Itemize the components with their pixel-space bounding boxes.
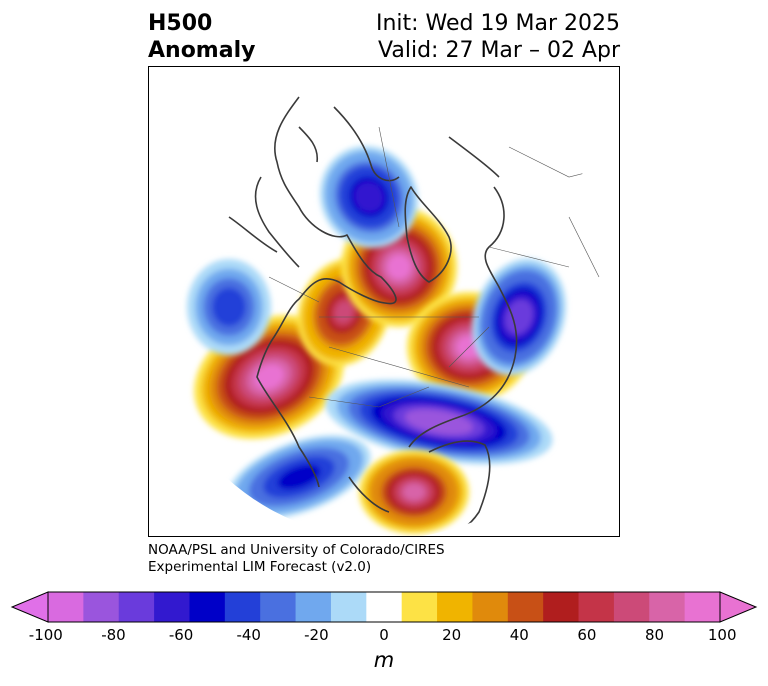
colorbar-segment xyxy=(366,592,403,622)
colorbar-segment xyxy=(154,592,190,622)
colorbar-segment xyxy=(684,592,721,622)
colorbar-segment xyxy=(260,592,297,622)
colorbar-tick-label: -60 xyxy=(168,626,194,644)
colorbar-segment xyxy=(224,592,261,622)
credit-line-1: NOAA/PSL and University of Colorado/CIRE… xyxy=(148,542,445,558)
colorbar-segment xyxy=(472,592,509,622)
title-right: Init: Wed 19 Mar 2025 Valid: 27 Mar – 02… xyxy=(376,10,620,64)
colorbar-segment xyxy=(507,592,544,622)
colorbar-tick-label: 100 xyxy=(707,626,737,644)
colorbar-segment xyxy=(83,592,120,622)
title-variable: H500 xyxy=(148,11,213,36)
credit-line-2: Experimental LIM Forecast (v2.0) xyxy=(148,559,372,575)
colorbar-tick-label: 0 xyxy=(379,626,389,644)
title-field: Anomaly xyxy=(148,38,256,63)
colorbar-segment xyxy=(613,592,650,622)
anomaly-center xyxy=(325,379,553,465)
anomaly-field xyxy=(187,86,619,536)
credit-text: NOAA/PSL and University of Colorado/CIRE… xyxy=(148,542,445,576)
colorbar-tick-label: 80 xyxy=(644,626,665,644)
map-canvas xyxy=(187,86,619,536)
colorbar-unit: m xyxy=(373,648,395,672)
anomaly-center xyxy=(359,450,469,534)
title-init-date: Init: Wed 19 Mar 2025 xyxy=(375,11,620,36)
colorbar-segment xyxy=(330,592,367,622)
anomaly-center xyxy=(187,259,271,355)
colorbar-tick-label: 60 xyxy=(577,626,597,644)
colorbar-over-arrow xyxy=(719,591,758,623)
colorbar-tick-label: -20 xyxy=(304,626,329,644)
colorbar-segment xyxy=(437,592,473,622)
colorbar-segment xyxy=(118,592,155,622)
colorbar-segment xyxy=(543,592,580,622)
colorbar-segment xyxy=(295,592,332,622)
anomaly-map xyxy=(148,66,620,537)
colorbar xyxy=(10,591,758,623)
coastline-greenland xyxy=(404,186,452,283)
title-valid-range: Valid: 27 Mar – 02 Apr xyxy=(378,38,620,63)
anomaly-center xyxy=(471,258,567,376)
colorbar-under-arrow xyxy=(10,591,49,623)
colorbar-tick-label: -80 xyxy=(101,626,126,644)
coastline-eurasia xyxy=(408,186,518,448)
colorbar-segment xyxy=(649,592,686,622)
colorbar-segment xyxy=(48,592,84,622)
colorbar-tick-label: 40 xyxy=(509,626,529,644)
colorbar-ticks: -100 -80 -60 -40 -20 0 20 40 60 80 100 xyxy=(0,626,768,646)
title-left: H500 Anomaly xyxy=(148,10,255,64)
colorbar-tick-label: -40 xyxy=(236,626,261,644)
colorbar-tick-label: -100 xyxy=(28,626,63,644)
colorbar-segment xyxy=(578,592,615,622)
colorbar-segment xyxy=(401,592,438,622)
coastline-north-america xyxy=(256,96,397,488)
colorbar-segment xyxy=(189,592,226,622)
anomaly-center xyxy=(227,435,371,519)
colorbar-tick-label: 20 xyxy=(442,626,462,644)
